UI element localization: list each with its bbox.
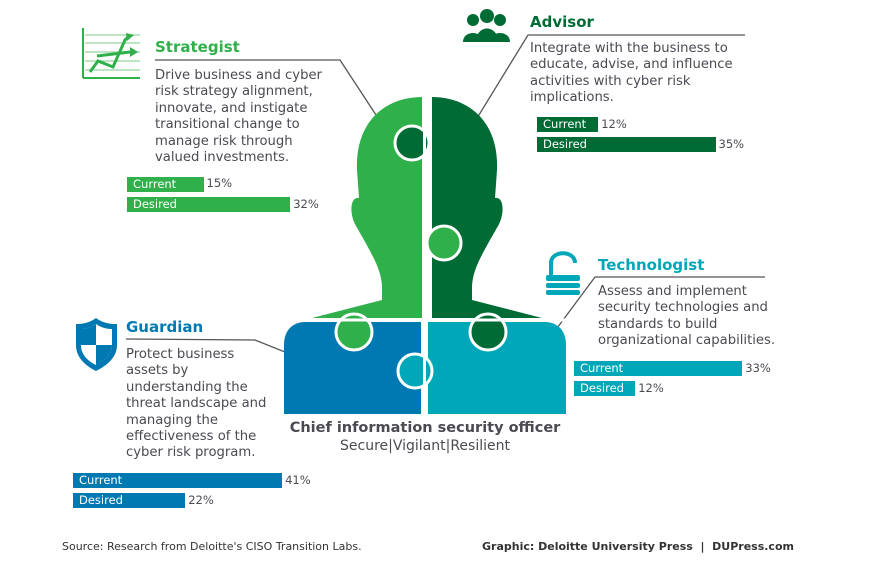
advisor-current-bar: Current	[537, 117, 599, 132]
technologist-description: Assess and implement security technologi…	[598, 284, 776, 349]
technologist-title: Technologist	[598, 256, 705, 274]
guardian-title: Guardian	[126, 318, 204, 336]
technologist-connector	[542, 276, 765, 348]
guardian-current-bar: Current	[73, 473, 283, 488]
strategist-current-value: 15%	[206, 176, 233, 190]
guardian-current-value: 41%	[285, 473, 311, 487]
advisor-desired-bar: Desired	[537, 137, 716, 152]
guardian-piece	[284, 322, 421, 414]
strategist-title: Strategist	[155, 38, 240, 56]
advisor-current-value: 12%	[601, 117, 627, 131]
shield-icon	[76, 318, 117, 371]
padlock-icon	[546, 251, 580, 295]
people-icon	[463, 9, 510, 42]
advisor-desired-value: 35%	[718, 137, 745, 151]
advisor-title: Advisor	[530, 13, 594, 31]
technologist-desired-bar: Desired	[574, 381, 636, 396]
graphic-credit: Graphic: Deloitte University Press | DUP…	[482, 540, 794, 553]
technologist-current-bar: Current	[574, 361, 743, 376]
strategist-desired-value: 32%	[293, 197, 319, 211]
center-subtitle: Secure|Vigilant|Resilient	[340, 438, 510, 454]
advisor-piece	[432, 97, 542, 318]
technologist-piece	[428, 322, 566, 414]
strategist-connector	[155, 59, 379, 119]
technologist-desired-value: 12%	[638, 381, 664, 395]
source-note: Source: Research from Deloitte's CISO Tr…	[62, 540, 362, 553]
guardian-desired-bar: Desired	[73, 493, 186, 508]
advisor-description: Integrate with the business to educate, …	[530, 41, 733, 106]
technologist-current-value: 33%	[745, 361, 771, 375]
chart-trend-icon	[82, 28, 140, 79]
strategist-desired-bar: Desired	[127, 197, 291, 212]
strategist-piece	[312, 97, 422, 318]
advisor-connector	[462, 34, 745, 142]
guardian-desired-value: 22%	[188, 493, 214, 507]
strategist-description: Drive business and cyber risk strategy a…	[155, 68, 322, 166]
center-title: Chief information security officer	[289, 420, 561, 436]
strategist-current-bar: Current	[127, 177, 204, 192]
guardian-description: Protect business assets by understanding…	[126, 347, 267, 461]
